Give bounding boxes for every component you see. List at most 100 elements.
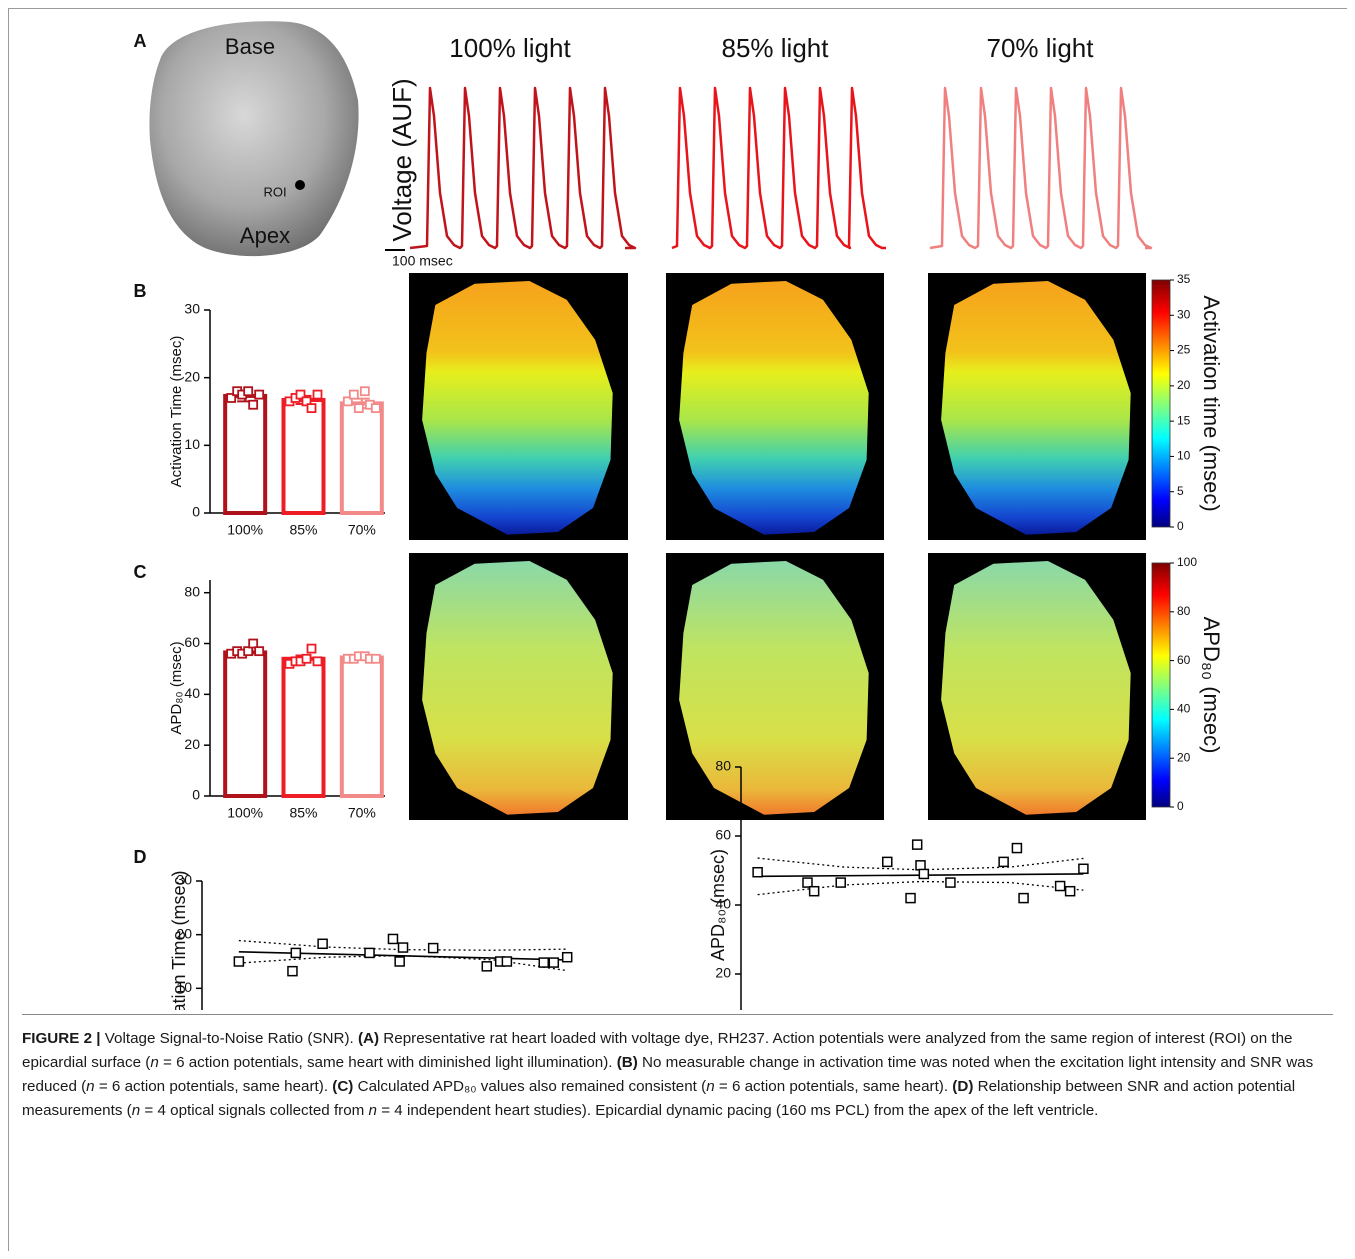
data-point — [1019, 894, 1028, 903]
colorbar-tick-label: 40 — [1177, 702, 1191, 716]
caption-run: = 4 optical signals collected from — [140, 1102, 368, 1119]
data-point — [249, 401, 257, 409]
scale-bar-label: 100 msec — [392, 253, 453, 269]
colorbar-tick-label: 100 — [1177, 555, 1197, 569]
y-tick-label: 0 — [192, 504, 200, 520]
panel-label: A — [134, 31, 147, 51]
caption-run: n — [150, 1054, 158, 1071]
data-point — [303, 655, 311, 663]
caption-run: n — [132, 1102, 140, 1119]
colorbar-tick-label: 30 — [1177, 307, 1191, 321]
data-point — [365, 948, 374, 957]
caption-run: n — [86, 1078, 94, 1095]
x-tick-label: 100% — [227, 805, 263, 821]
x-tick-label: 100% — [227, 522, 263, 538]
data-point — [1012, 844, 1021, 853]
data-point — [350, 391, 358, 399]
x-tick-label: 70% — [348, 805, 376, 821]
caption-run: Voltage Signal-to-Noise Ratio (SNR). — [101, 1030, 358, 1047]
caption-run: = 6 action potentials, same heart with d… — [159, 1054, 617, 1071]
data-point — [1079, 864, 1088, 873]
data-point — [255, 647, 263, 655]
annotation: R=0.04 — [232, 1008, 273, 1010]
bar — [342, 658, 382, 796]
x-tick-label: 85% — [289, 805, 317, 821]
caption-run: (A) — [358, 1030, 379, 1047]
data-point — [308, 645, 316, 653]
colorbar-label: Activation time (msec) — [1199, 295, 1224, 511]
colorbar-tick-label: 10 — [1177, 449, 1191, 463]
colorbar-label: APD₈₀ (msec) — [1199, 617, 1224, 754]
data-point — [803, 878, 812, 887]
caption-run: n — [706, 1078, 714, 1095]
x-tick-label: 70% — [348, 522, 376, 538]
data-point — [1056, 882, 1065, 891]
x-tick-label: 85% — [289, 522, 317, 538]
caption-run: n — [369, 1102, 377, 1119]
caption-run: = 6 action potentials, same heart). — [715, 1078, 953, 1095]
colorbar-tick-label: 25 — [1177, 343, 1191, 357]
data-point — [563, 953, 572, 962]
colorbar-tick-label: 0 — [1177, 519, 1184, 533]
data-point — [549, 958, 558, 967]
y-tick-label: 60 — [715, 827, 731, 843]
y-tick-label: 0 — [192, 787, 200, 803]
bar — [284, 400, 324, 513]
data-point — [429, 944, 438, 953]
heart-label: Apex — [240, 223, 290, 248]
colorbar — [1152, 280, 1170, 527]
y-tick-label: 40 — [184, 685, 200, 701]
data-point — [388, 934, 397, 943]
colorbar-tick-label: 5 — [1177, 484, 1184, 498]
y-axis-label: Activation Time (msec) — [169, 870, 189, 1010]
y-tick-label: 10 — [184, 436, 200, 452]
heart-label: Base — [225, 34, 275, 59]
data-point — [913, 840, 922, 849]
y-tick-label: 20 — [184, 368, 200, 384]
data-point — [372, 655, 380, 663]
annotation: R=0.002 — [771, 1009, 819, 1010]
colorbar-tick-label: 20 — [1177, 378, 1191, 392]
y-tick-label: 20 — [184, 736, 200, 752]
heart-label: ROI — [263, 184, 286, 199]
data-point — [244, 387, 252, 395]
data-point — [539, 958, 548, 967]
caption-run: Calculated APD₈₀ values also remained co… — [353, 1078, 706, 1095]
caption-run: (C) — [332, 1078, 353, 1095]
colorbar-tick-label: 15 — [1177, 413, 1191, 427]
y-axis-label: APD₈₀ (msec) — [168, 641, 185, 734]
bar — [225, 396, 265, 513]
data-point — [999, 857, 1008, 866]
data-point — [308, 404, 316, 412]
data-point — [1066, 887, 1075, 896]
caption: FIGURE 2 | Voltage Signal-to-Noise Ratio… — [22, 1014, 1333, 1123]
colorbar-tick-label: 80 — [1177, 604, 1191, 618]
data-point — [919, 869, 928, 878]
data-point — [883, 857, 892, 866]
data-point — [314, 657, 322, 665]
data-point — [836, 878, 845, 887]
data-point — [372, 404, 380, 412]
trace-title: 85% light — [722, 33, 830, 63]
trace-ylabel: Voltage (AUF) — [387, 78, 417, 241]
voltage-trace — [672, 88, 886, 248]
trace-title: 100% light — [449, 33, 571, 63]
data-point — [291, 948, 300, 957]
caption-run: = 4 independent heart studies). Epicardi… — [377, 1102, 1098, 1119]
y-tick-label: 80 — [184, 583, 200, 599]
caption-run: = 6 action potentials, same heart). — [95, 1078, 333, 1095]
colorbar-tick-label: 20 — [1177, 750, 1191, 764]
y-tick-label: 60 — [184, 634, 200, 650]
y-tick-label: 80 — [715, 758, 731, 774]
bar — [284, 659, 324, 796]
page: ABCDBaseROIApex100% light85% light70% li… — [0, 0, 1355, 1259]
caption-run: (D) — [952, 1078, 973, 1095]
data-point — [753, 868, 762, 877]
caption-run: FIGURE 2 | — [22, 1030, 101, 1047]
voltage-trace — [410, 88, 635, 248]
data-point — [482, 962, 491, 971]
panel-label: C — [134, 562, 147, 582]
panel-label: D — [134, 847, 147, 867]
data-point — [234, 957, 243, 966]
